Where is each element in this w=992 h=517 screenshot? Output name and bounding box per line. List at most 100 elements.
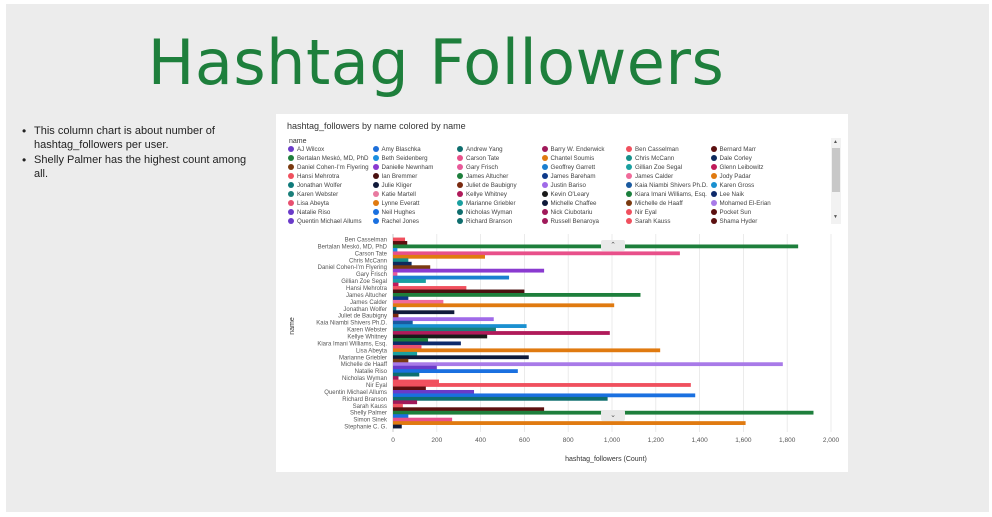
legend-item[interactable]: AJ Wilcox xyxy=(288,146,324,155)
bar[interactable] xyxy=(393,348,661,353)
bar[interactable] xyxy=(393,365,437,370)
legend-item[interactable]: Kevin O'Leary xyxy=(541,191,589,200)
legend-item[interactable]: James Calder xyxy=(626,173,673,182)
bar[interactable] xyxy=(393,327,496,332)
bar[interactable] xyxy=(393,351,418,356)
bar[interactable] xyxy=(393,286,467,290)
bar[interactable] xyxy=(393,272,398,277)
bar[interactable] xyxy=(393,334,488,339)
bar[interactable] xyxy=(393,414,409,419)
bar[interactable] xyxy=(393,344,422,349)
legend-item[interactable]: Natalie Riso xyxy=(288,209,330,218)
bar[interactable] xyxy=(393,331,610,335)
legend-item[interactable]: Karen Webster xyxy=(288,191,338,200)
legend-item[interactable]: Michelle de Haaff xyxy=(626,200,683,209)
bar[interactable] xyxy=(393,268,545,273)
bar[interactable] xyxy=(393,265,431,270)
bar[interactable] xyxy=(393,320,413,325)
legend-item[interactable]: Neil Hughes xyxy=(372,209,415,218)
legend-item[interactable]: Chris McCann xyxy=(626,155,674,164)
bar[interactable] xyxy=(393,400,418,405)
bar[interactable] xyxy=(393,279,426,283)
bar[interactable] xyxy=(393,289,525,294)
legend-item[interactable]: Beth Seidenberg xyxy=(372,155,428,164)
bar[interactable] xyxy=(393,313,399,318)
legend-item[interactable]: Hansi Mehrotra xyxy=(288,173,339,182)
scroll-down-icon[interactable]: ▼ xyxy=(833,214,838,220)
collapse-up-button[interactable]: ⌃ xyxy=(601,240,625,251)
legend-item[interactable]: Marianne Griebler xyxy=(457,200,516,209)
bar[interactable] xyxy=(393,338,429,342)
legend-item[interactable]: Rachel Jones xyxy=(372,218,419,226)
legend-item[interactable]: Bernard Marr xyxy=(710,146,756,155)
legend-item[interactable]: Nir Eyal xyxy=(626,209,657,218)
legend-item[interactable]: Jody Padar xyxy=(710,173,751,182)
bar[interactable] xyxy=(393,369,518,374)
legend-item[interactable]: Jonathan Wolfer xyxy=(288,182,342,191)
bar[interactable] xyxy=(393,362,783,367)
legend[interactable]: AJ Wilcox Amy Blaschka Andrew Yang Barry W.… xyxy=(288,146,834,226)
legend-item[interactable]: Danielle Newnham xyxy=(372,164,433,173)
legend-item[interactable]: Andrew Yang xyxy=(457,146,503,155)
bar[interactable] xyxy=(393,275,510,280)
bar[interactable] xyxy=(393,282,399,287)
legend-item[interactable]: Lisa Abeyta xyxy=(288,200,329,209)
bar[interactable] xyxy=(393,355,529,360)
bar[interactable] xyxy=(393,306,397,311)
bar[interactable] xyxy=(393,251,680,256)
legend-item[interactable]: Nicholas Wyman xyxy=(457,209,512,218)
legend-item[interactable]: Justin Bariso xyxy=(541,182,586,191)
bar[interactable] xyxy=(393,358,409,363)
collapse-down-button[interactable]: ⌄ xyxy=(601,410,625,421)
bar[interactable] xyxy=(393,237,406,242)
legend-item[interactable]: Juliet de Baubigny xyxy=(457,182,517,191)
bar[interactable] xyxy=(393,247,398,252)
legend-item[interactable]: Dale Corley xyxy=(710,155,752,164)
bar[interactable] xyxy=(393,292,641,297)
bar[interactable] xyxy=(393,393,696,398)
legend-item[interactable]: Kiara Imani Williams, Esq. xyxy=(626,191,707,200)
legend-item[interactable]: Shama Hyder xyxy=(710,218,757,226)
bar[interactable] xyxy=(393,417,453,422)
bar[interactable] xyxy=(393,296,409,301)
bar[interactable] xyxy=(393,324,527,328)
legend-item[interactable]: Pocket Sun xyxy=(710,209,751,218)
scroll-up-icon[interactable]: ▲ xyxy=(833,139,838,145)
bar[interactable] xyxy=(393,403,403,408)
legend-item[interactable]: Ian Bremmer xyxy=(372,173,417,182)
legend-item[interactable]: Gary Frisch xyxy=(457,164,498,173)
legend-item[interactable]: Sarah Kauss xyxy=(626,218,670,226)
legend-item[interactable]: Richard Branson xyxy=(457,218,512,226)
bar[interactable] xyxy=(393,396,608,401)
bar[interactable] xyxy=(393,407,545,412)
legend-item[interactable]: Kaia Niambi Shivers Ph.D. xyxy=(626,182,708,191)
legend-item[interactable]: Barry W. Enderwick xyxy=(541,146,604,155)
legend-item[interactable]: Gillian Zoe Segal xyxy=(626,164,682,173)
bar[interactable] xyxy=(393,244,799,249)
bar[interactable] xyxy=(393,310,455,315)
legend-item[interactable]: Lee Naik xyxy=(710,191,744,200)
bar[interactable] xyxy=(393,254,485,259)
bar[interactable] xyxy=(393,383,691,387)
legend-item[interactable]: Chantel Soumis xyxy=(541,155,594,164)
legend-scrollbar[interactable]: ▲ ▼ xyxy=(831,138,841,224)
legend-item[interactable]: Mohamed El-Erian xyxy=(710,200,771,209)
legend-item[interactable]: Michelle Chaffee xyxy=(541,200,596,209)
bar[interactable] xyxy=(393,317,494,322)
legend-item[interactable]: Russell Benaroya xyxy=(541,218,599,226)
bar[interactable] xyxy=(393,303,615,308)
bar[interactable] xyxy=(393,376,399,380)
legend-item[interactable]: Daniel Cohen-I’m Flyering xyxy=(288,164,369,173)
legend-item[interactable]: Quentin Michael Allums xyxy=(288,218,362,226)
legend-item[interactable]: Karen Gross xyxy=(710,182,754,191)
legend-item[interactable]: Kellye Whitney xyxy=(457,191,507,200)
legend-item[interactable]: James Bareham xyxy=(541,173,596,182)
legend-item[interactable]: Julie Kliger xyxy=(372,182,412,191)
legend-item[interactable]: Amy Blaschka xyxy=(372,146,421,155)
bar[interactable] xyxy=(393,421,746,425)
bar[interactable] xyxy=(393,372,420,377)
legend-item[interactable]: Geoffrey Garrett xyxy=(541,164,595,173)
legend-item[interactable]: Katie Martell xyxy=(372,191,416,200)
bar[interactable] xyxy=(393,299,444,304)
bar[interactable] xyxy=(393,241,408,245)
